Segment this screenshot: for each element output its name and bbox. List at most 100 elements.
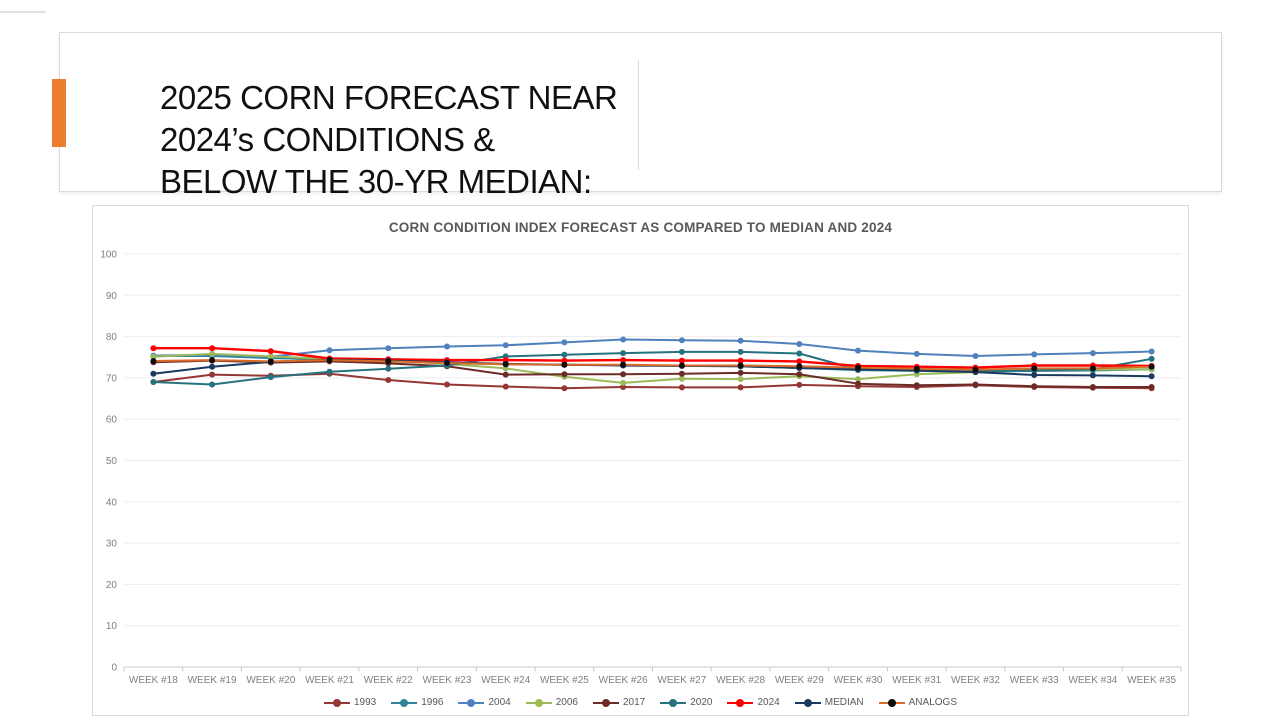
series-marker-ANALOGS [267,358,274,365]
series-marker-1993 [737,384,744,391]
x-tick-label: WEEK #26 [599,675,648,686]
series-marker-ANALOGS [620,361,627,368]
series-marker-ANALOGS [1148,363,1155,370]
series-marker-2004 [678,337,685,344]
y-tick-label: 90 [106,291,118,302]
x-tick-label: WEEK #21 [305,675,354,686]
series-marker-2004 [796,341,803,347]
series-marker-1993 [796,381,803,388]
series-marker-MEDIAN [1031,372,1038,378]
series-marker-MEDIAN [209,363,216,370]
series-marker-2004 [444,343,450,350]
legend-label: 2004 [488,697,511,708]
legend-swatch-icon [592,698,619,707]
series-marker-2004 [326,347,333,354]
series-marker-2004 [737,337,744,344]
series-marker-2020 [1148,355,1155,362]
legend-item-2006: 2006 [525,697,578,708]
legend-label: 1996 [421,697,444,708]
series-line-2017 [153,359,1152,388]
x-tick-label: WEEK #34 [1068,675,1117,686]
series-marker-ANALOGS [678,362,685,369]
legend-swatch-icon [794,698,821,707]
series-marker-ANALOGS [796,363,803,370]
legend-item-2017: 2017 [592,697,645,708]
x-tick-label: WEEK #25 [540,675,589,686]
series-marker-2024 [796,358,803,365]
x-tick-label: WEEK #19 [188,675,237,686]
series-marker-ANALOGS [150,358,157,364]
series-marker-2024 [209,345,216,352]
legend-swatch-icon [458,698,485,707]
x-tick-label: WEEK #24 [481,675,530,686]
series-marker-2024 [150,345,157,352]
series-line-ANALOGS [153,359,1152,371]
series-marker-2004 [385,345,392,352]
chart-title: CORN CONDITION INDEX FORECAST AS COMPARE… [388,220,893,235]
series-marker-2006 [267,353,274,360]
series-marker-2006 [620,379,627,386]
series-marker-2004 [1089,350,1096,357]
y-tick-label: 0 [111,663,117,674]
series-line-2024 [153,346,1152,369]
y-tick-label: 70 [106,373,118,384]
legend-item-2024: 2024 [727,697,780,708]
x-tick-label: WEEK #32 [951,675,1000,686]
series-marker-2004 [913,350,920,357]
legend-dot-icon [736,698,745,707]
legend-swatch-icon [660,698,687,707]
x-tick-label: WEEK #18 [129,675,178,686]
series-marker-2017 [502,371,509,378]
series-marker-2024 [267,348,274,355]
series-marker-2006 [502,365,509,372]
series-marker-1993 [502,383,509,390]
series-marker-ANALOGS [737,362,744,369]
chart-panel: 0 10 20 30 40 50 60 70 80 90 100 WEEK #18 WEEK #19 WE… [92,205,1189,716]
y-tick-label: 80 [106,332,118,343]
series-marker-2020 [796,350,803,357]
x-tick-label: WEEK #35 [1127,675,1176,686]
series-marker-1993 [444,381,450,388]
series-marker-2024 [737,357,744,364]
x-tick-label: WEEK #27 [657,675,706,686]
series-marker-2017 [796,371,803,378]
legend-item-2004: 2004 [458,697,511,708]
series-line-2004 [153,338,1152,358]
series-marker-2006 [209,350,216,357]
legend-label: 2006 [555,697,578,708]
x-tick-label: WEEK #20 [246,675,295,686]
series-marker-2024 [620,357,627,364]
legend-dot-icon [400,698,409,707]
series-marker-2024 [678,357,685,364]
series-marker-1993 [561,385,568,392]
legend-label: 2020 [690,697,713,708]
legend-swatch-icon [878,698,905,707]
series-marker-ANALOGS [444,360,450,366]
legend-dot-icon [467,698,476,707]
series-marker-2020 [326,368,333,375]
series-marker-2017 [561,371,568,378]
y-tick-label: 50 [106,456,118,467]
series-marker-2006 [737,376,744,383]
accent-bar [52,79,66,147]
series-marker-ANALOGS [1031,365,1038,372]
series-marker-1993 [385,377,392,383]
series-marker-2017 [678,370,685,377]
series-marker-2004 [1031,351,1038,358]
series-marker-2017 [972,381,979,388]
series-marker-2004 [620,336,627,343]
series-marker-2020 [267,374,274,381]
y-tick-label: 100 [100,250,117,261]
series-marker-2006 [855,376,861,383]
series-marker-2020 [150,379,157,385]
series-marker-2017 [1148,384,1155,390]
x-tick-label: WEEK #29 [775,675,824,686]
series-marker-ANALOGS [855,364,861,371]
y-tick-label: 40 [106,497,118,508]
series-marker-2020 [209,381,216,388]
series-marker-ANALOGS [326,357,333,364]
legend-item-1993: 1993 [323,697,376,708]
legend-dot-icon [332,698,341,707]
x-tick-label: WEEK #22 [364,675,413,686]
